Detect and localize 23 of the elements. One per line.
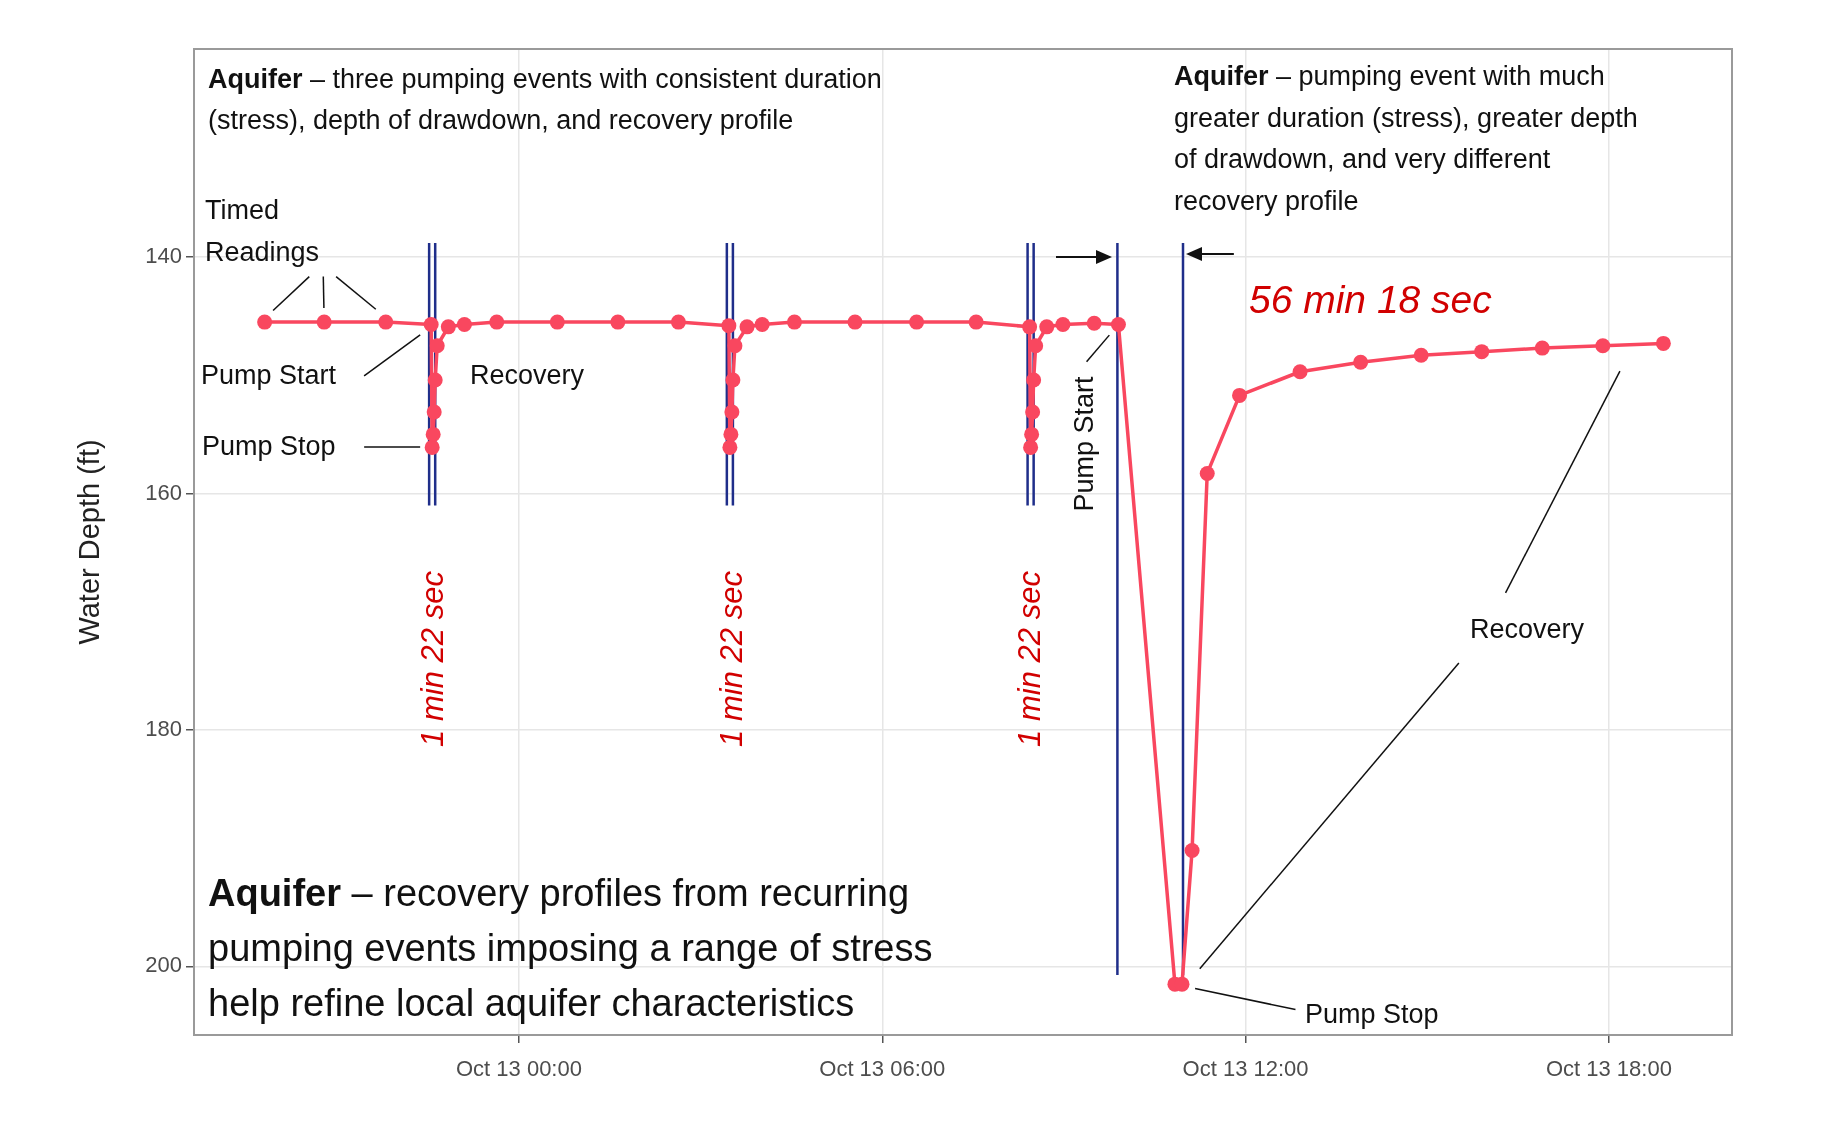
- annotation: 1 min 22 sec: [415, 570, 450, 747]
- x-tick-label: Oct 13 12:00: [1182, 1056, 1309, 1082]
- y-tick-label: 200: [145, 952, 182, 978]
- y-tick-label: 160: [145, 479, 182, 505]
- y-tick-label: 140: [145, 243, 182, 269]
- text: Aquifer – recovery profiles from recurring pumping events imposing a range of stress help refine local aquifer characteristics: [208, 872, 933, 1024]
- annotation: Pump Start: [201, 360, 337, 390]
- annotation: Pump Start: [1069, 375, 1099, 512]
- x-tick-label: Oct 13 06:00: [819, 1056, 946, 1082]
- annotation: Timed Readings: [205, 195, 320, 267]
- annotation: 1 min 22 sec: [1012, 570, 1047, 747]
- annotation: Recovery: [470, 360, 585, 390]
- annotation: Pump Stop: [202, 431, 336, 461]
- annotation: 1 min 22 sec: [714, 570, 749, 747]
- annotation: Pump Stop: [1305, 999, 1439, 1029]
- annotation: 56 min 18 sec: [1249, 278, 1493, 321]
- text: Aquifer – pumping event with much greater duration (stress), greater depth of drawdown, and very different recovery profile: [1174, 61, 1638, 216]
- y-axis-title: Water Depth (ft): [73, 439, 106, 645]
- y-tick-label: 180: [145, 716, 182, 742]
- x-tick-label: Oct 13 00:00: [455, 1056, 582, 1082]
- x-tick-label: Oct 13 18:00: [1545, 1056, 1672, 1082]
- text: Aquifer – three pumping events with consistent duration (stress), depth of drawdown, and recovery profile: [208, 64, 882, 135]
- annotation: Recovery: [1470, 614, 1585, 644]
